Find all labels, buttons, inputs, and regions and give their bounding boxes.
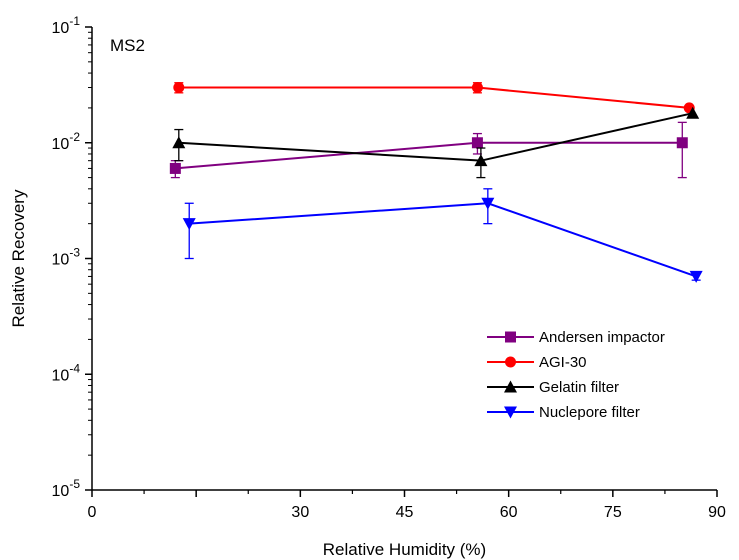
legend-label: Andersen impactor bbox=[539, 329, 665, 346]
legend-marker bbox=[504, 380, 517, 393]
legend-marker bbox=[504, 406, 517, 419]
series-gelatin-filter bbox=[172, 106, 700, 179]
y-tick-label: 10-3 bbox=[52, 246, 81, 269]
legend-entry: Gelatin filter bbox=[487, 379, 619, 396]
data-point bbox=[169, 162, 181, 174]
data-point bbox=[474, 154, 488, 167]
x-tick-label: 60 bbox=[500, 504, 518, 521]
data-point bbox=[182, 218, 196, 231]
x-tick-label: 30 bbox=[291, 504, 309, 521]
legend-entry: Nuclepore filter bbox=[487, 404, 640, 421]
data-point bbox=[471, 137, 483, 149]
legend-entry: AGI-30 bbox=[487, 354, 587, 371]
x-axis-title: Relative Humidity (%) bbox=[323, 540, 486, 559]
x-tick-label: 90 bbox=[708, 504, 726, 521]
series-line bbox=[178, 86, 690, 109]
data-point bbox=[481, 197, 495, 210]
legend: Andersen impactor AGI-30 Gelatin filter Nuc… bbox=[487, 329, 665, 421]
y-tick-label: 10-1 bbox=[52, 14, 81, 37]
series-nuclepore-filter bbox=[182, 188, 703, 283]
series-line bbox=[178, 112, 693, 162]
data-point bbox=[676, 137, 688, 149]
series-agi-30 bbox=[173, 82, 695, 114]
y-tick-label: 10-2 bbox=[52, 130, 81, 153]
legend-label: Nuclepore filter bbox=[539, 404, 640, 421]
data-point bbox=[689, 270, 703, 283]
legend-entry: Andersen impactor bbox=[487, 329, 665, 346]
x-tick-label: 0 bbox=[88, 504, 97, 521]
data-point bbox=[172, 136, 186, 149]
chart-annotation: MS2 bbox=[110, 36, 145, 55]
legend-label: AGI-30 bbox=[539, 354, 587, 371]
y-tick-label: 10-5 bbox=[52, 477, 81, 500]
legend-marker bbox=[505, 331, 516, 343]
series-line bbox=[189, 202, 697, 278]
series-andersen-impactor bbox=[169, 121, 688, 179]
data-point bbox=[471, 82, 483, 94]
y-axis-title: Relative Recovery bbox=[9, 189, 28, 327]
axes: 0 30 45 60 75 90 10-5 10-4 10-3 10-2 10-1 bbox=[52, 14, 726, 521]
data-point bbox=[173, 82, 185, 94]
x-tick-label: 75 bbox=[604, 504, 622, 521]
legend-label: Gelatin filter bbox=[539, 379, 619, 396]
data-point bbox=[686, 106, 700, 119]
x-tick-label: 45 bbox=[396, 504, 414, 521]
legend-marker bbox=[505, 356, 516, 368]
series-layer bbox=[169, 82, 703, 283]
y-tick-label: 10-4 bbox=[52, 361, 81, 384]
